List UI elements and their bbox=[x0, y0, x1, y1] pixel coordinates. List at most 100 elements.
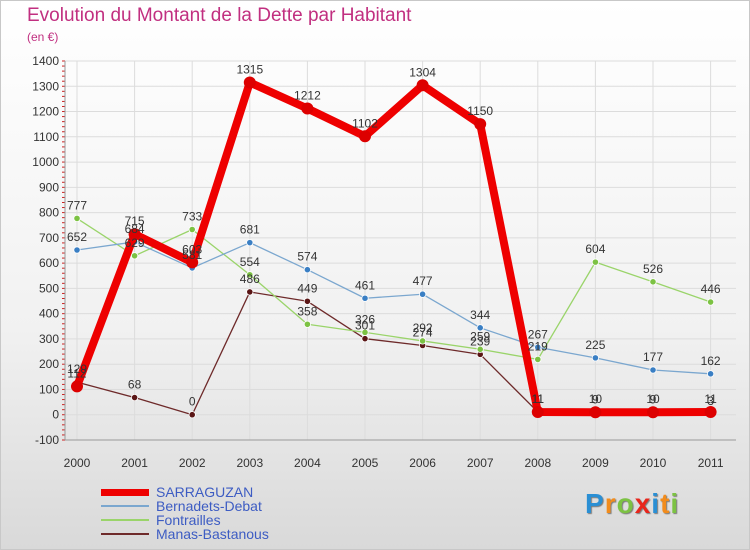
data-label: 477 bbox=[413, 274, 433, 288]
data-label: 652 bbox=[67, 230, 87, 244]
data-point bbox=[418, 337, 427, 345]
x-tick-label: 2001 bbox=[121, 456, 148, 470]
data-point bbox=[246, 288, 254, 296]
data-label: 274 bbox=[413, 326, 433, 340]
data-label: 0 bbox=[189, 395, 196, 409]
data-point bbox=[476, 324, 484, 332]
data-label: 1315 bbox=[236, 62, 263, 76]
logo-letter: P bbox=[585, 488, 605, 519]
logo-letter: i bbox=[670, 488, 680, 519]
legend-label-sarraguzan: SARRAGUZAN bbox=[156, 484, 254, 500]
y-tick-label: 0 bbox=[52, 408, 59, 422]
y-tick-label: 900 bbox=[39, 180, 59, 194]
y-tick-label: 1100 bbox=[33, 130, 59, 144]
data-label: 326 bbox=[355, 312, 375, 326]
x-tick-label: 2003 bbox=[236, 456, 263, 470]
legend-swatch-bernadets-debat bbox=[101, 505, 149, 507]
legend-swatch-fontrailles bbox=[101, 519, 149, 521]
data-point bbox=[131, 252, 139, 260]
data-label: 1212 bbox=[294, 89, 321, 103]
data-label: 1102 bbox=[352, 116, 378, 130]
data-label: 239 bbox=[470, 334, 490, 348]
data-point bbox=[706, 370, 715, 378]
data-point bbox=[361, 328, 369, 336]
data-point bbox=[474, 118, 487, 131]
y-tick-label: 1000 bbox=[32, 155, 59, 169]
logo-letter: i bbox=[651, 488, 661, 519]
data-label: 11 bbox=[532, 392, 545, 406]
data-point bbox=[649, 278, 657, 286]
logo-letter: o bbox=[616, 488, 635, 519]
data-label: 486 bbox=[240, 272, 260, 286]
series-line-manas-bastanous bbox=[76, 291, 712, 416]
data-label: 344 bbox=[470, 308, 490, 322]
data-label: 68 bbox=[128, 378, 142, 392]
y-tick-label: -100 bbox=[35, 433, 59, 447]
x-tick-label: 2008 bbox=[524, 456, 551, 470]
data-label: 3 bbox=[707, 394, 714, 408]
y-tick-label: 1200 bbox=[32, 105, 59, 119]
x-tick-label: 2010 bbox=[640, 456, 667, 470]
logo-letter: t bbox=[660, 488, 671, 519]
y-tick-label: 200 bbox=[39, 357, 59, 371]
data-label: 1304 bbox=[409, 65, 436, 79]
data-label: 684 bbox=[125, 222, 145, 236]
data-label: 11 bbox=[532, 392, 545, 406]
data-point bbox=[128, 228, 141, 241]
data-label: 225 bbox=[585, 338, 605, 352]
data-point bbox=[591, 258, 600, 266]
y-tick-label: 300 bbox=[39, 332, 59, 346]
data-point bbox=[361, 294, 369, 302]
data-point bbox=[649, 366, 657, 374]
data-label: 581 bbox=[182, 248, 202, 262]
data-point bbox=[73, 246, 81, 254]
data-point bbox=[303, 297, 311, 305]
data-point bbox=[188, 225, 196, 234]
data-point bbox=[416, 79, 429, 92]
data-point bbox=[243, 76, 256, 89]
data-label: 446 bbox=[701, 282, 721, 296]
data-label: 461 bbox=[355, 278, 375, 292]
data-label: 9 bbox=[592, 392, 599, 406]
data-label: 129 bbox=[67, 362, 87, 376]
legend-label-fontrailles: Fontrailles bbox=[156, 512, 221, 528]
data-point bbox=[73, 214, 81, 223]
data-label: 292 bbox=[413, 321, 433, 335]
logo-letter: r bbox=[604, 488, 617, 519]
data-point bbox=[531, 405, 544, 418]
data-label: 267 bbox=[528, 327, 548, 341]
y-tick-label: 800 bbox=[39, 206, 59, 220]
y-tick-label: 600 bbox=[39, 256, 59, 270]
x-tick-label: 2005 bbox=[352, 456, 379, 470]
data-label: 9 bbox=[650, 392, 657, 406]
data-label: 526 bbox=[643, 262, 663, 276]
data-label: 629 bbox=[125, 236, 145, 250]
y-tick-label: 700 bbox=[39, 231, 59, 245]
data-point bbox=[301, 102, 314, 115]
data-point bbox=[704, 405, 717, 418]
legend-swatch-sarraguzan bbox=[101, 489, 149, 496]
proxiti-logo: Proxiti bbox=[585, 488, 679, 520]
data-label: 603 bbox=[182, 242, 202, 256]
x-tick-label: 2007 bbox=[467, 456, 494, 470]
series-line-bernadets-debat bbox=[76, 241, 712, 375]
data-label: 219 bbox=[528, 339, 548, 353]
data-label: 1150 bbox=[467, 104, 493, 118]
data-point bbox=[131, 393, 139, 402]
data-point bbox=[418, 290, 427, 298]
x-tick-label: 2011 bbox=[698, 456, 724, 470]
data-label: 777 bbox=[67, 198, 87, 212]
data-point bbox=[246, 271, 254, 279]
data-point bbox=[246, 239, 254, 247]
data-label: 681 bbox=[240, 223, 260, 237]
legend-swatch-manas-bastanous bbox=[101, 533, 149, 535]
chart-subtitle: (en €) bbox=[27, 30, 59, 44]
data-point bbox=[303, 320, 311, 328]
x-tick-label: 2002 bbox=[179, 456, 206, 470]
chart-title: Evolution du Montant de la Dette par Hab… bbox=[27, 5, 412, 26]
series-line-fontrailles bbox=[76, 217, 712, 361]
y-tick-label: 100 bbox=[39, 382, 59, 396]
legend-label-bernadets-debat: Bernadets-Debat bbox=[156, 498, 262, 514]
data-point bbox=[591, 354, 600, 362]
